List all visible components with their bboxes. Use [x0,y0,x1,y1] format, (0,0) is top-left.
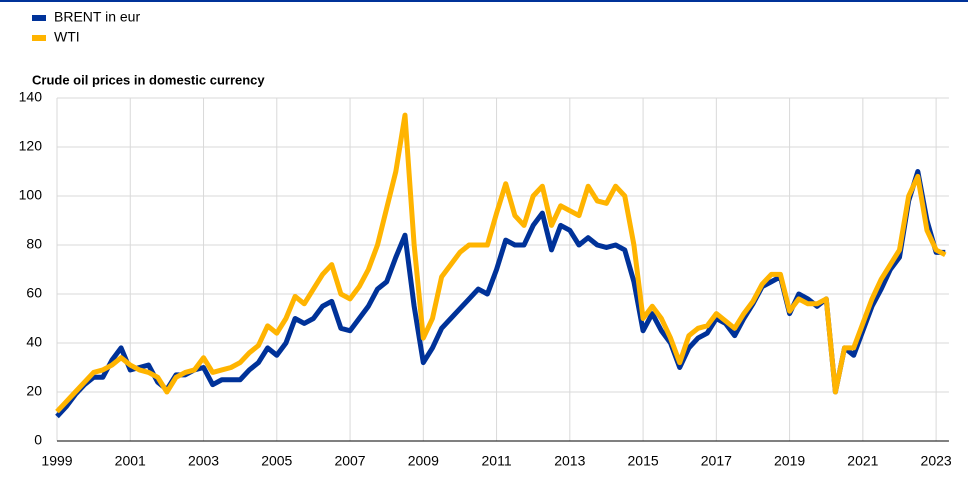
x-tick-label: 2007 [334,453,365,469]
legend-swatch [32,15,46,21]
x-tick-label: 2011 [482,453,512,469]
x-tick-label: 2009 [408,453,439,469]
y-tick-label: 0 [34,432,42,448]
y-tick-label: 60 [26,285,42,301]
x-tick-label: 2015 [628,453,659,469]
x-tick-label: 2013 [554,453,585,469]
series-line [55,112,947,414]
legend-swatch [32,35,46,41]
x-tick-label: 2023 [921,453,952,469]
y-tick-label: 20 [26,383,42,399]
x-tick-label: 2017 [701,453,732,469]
x-tick-label: 1999 [41,453,72,469]
x-tick-label: 2003 [188,453,219,469]
legend-label: BRENT in eur [54,9,140,25]
x-tick-label: 2005 [261,453,292,469]
legend-label: WTI [54,29,80,45]
y-tick-label: 140 [19,89,43,105]
y-tick-label: 120 [19,138,43,154]
x-tick-label: 2021 [847,453,878,469]
y-tick-label: 40 [26,334,42,350]
x-tick-label: 2019 [774,453,805,469]
x-tick-label: 2001 [115,453,146,469]
y-tick-label: 100 [19,187,43,203]
chart-title: Crude oil prices in domestic currency [32,72,265,87]
y-tick-label: 80 [26,236,42,252]
